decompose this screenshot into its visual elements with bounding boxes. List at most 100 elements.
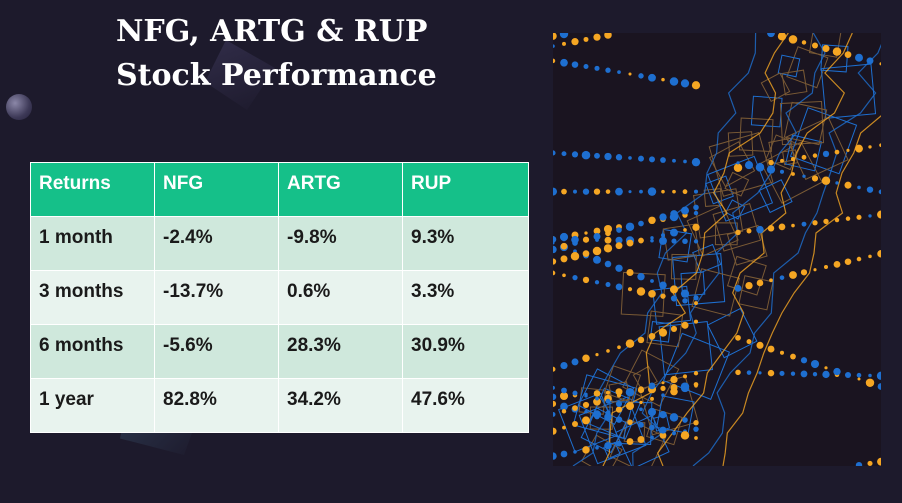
art-dot	[603, 224, 613, 234]
art-dot	[780, 158, 784, 163]
art-dot	[791, 172, 795, 176]
art-dot	[693, 189, 699, 194]
art-dot	[671, 238, 677, 244]
art-dot	[582, 250, 590, 257]
art-square	[785, 116, 849, 181]
art-dot	[856, 256, 862, 262]
art-dot	[560, 58, 568, 67]
art-dot	[811, 175, 819, 182]
title-line-1: NFG, ARTG & RUP	[116, 14, 428, 49]
art-dot	[660, 293, 666, 299]
table-row: 3 months -13.7% 0.6% 3.3%	[30, 270, 529, 325]
artg-cell: 34.2%	[278, 378, 403, 433]
art-dot	[735, 334, 741, 341]
art-dot	[650, 236, 654, 240]
art-dot	[801, 40, 807, 45]
nfg-cell: -13.7%	[154, 270, 279, 325]
art-dot	[867, 460, 873, 466]
art-dot	[572, 274, 578, 281]
art-dot	[822, 150, 830, 158]
art-line	[632, 32, 826, 467]
art-dot	[811, 42, 819, 49]
art-dot	[559, 232, 569, 242]
art-dot	[625, 339, 635, 348]
art-dot	[691, 157, 701, 167]
art-square	[724, 171, 750, 197]
art-square	[670, 253, 697, 280]
art-dot	[855, 461, 863, 469]
art-dot	[560, 242, 568, 250]
art-dot	[549, 393, 557, 401]
art-dot	[735, 369, 741, 376]
art-dot	[594, 280, 600, 285]
art-dot	[788, 35, 798, 44]
art-dot	[604, 441, 612, 450]
art-dot	[595, 396, 599, 401]
art-dot	[593, 390, 601, 397]
art-dot	[779, 169, 785, 174]
art-dot	[550, 58, 556, 64]
art-dot	[812, 372, 818, 377]
art-dot	[844, 181, 852, 189]
art-dot	[670, 325, 678, 333]
art-dot	[778, 223, 786, 231]
art-dot	[638, 422, 644, 428]
art-line	[692, 32, 887, 467]
art-dot	[638, 237, 644, 244]
art-dot	[584, 409, 588, 414]
artg-cell: -9.8%	[278, 216, 403, 271]
artg-cell: 28.3%	[278, 324, 403, 379]
art-dot	[682, 189, 688, 195]
art-dot	[616, 393, 622, 398]
art-dot	[832, 47, 842, 56]
art-dot	[571, 38, 579, 46]
art-dot	[756, 279, 764, 287]
art-dot	[682, 374, 688, 379]
artg-cell: 0.6%	[278, 270, 403, 325]
art-square	[760, 72, 791, 103]
row-label: 6 months	[30, 324, 155, 379]
art-dot	[822, 45, 830, 53]
art-dot	[615, 242, 623, 250]
art-square	[708, 132, 774, 197]
art-dot	[560, 402, 568, 411]
art-dot	[791, 223, 795, 228]
decorative-data-art-image	[548, 24, 902, 477]
art-dot	[572, 390, 578, 396]
art-dot	[823, 218, 829, 225]
art-square	[738, 275, 774, 311]
art-dot	[693, 371, 699, 376]
art-dot	[844, 258, 852, 266]
art-dot	[581, 150, 591, 160]
art-dot	[802, 174, 806, 178]
art-dot	[800, 269, 808, 276]
art-dot	[582, 188, 590, 195]
art-dot	[669, 77, 679, 86]
art-dot	[615, 388, 623, 396]
art-dot	[616, 440, 622, 447]
art-dot	[846, 148, 850, 152]
art-dot	[571, 358, 579, 366]
art-dot	[592, 246, 602, 256]
art-dot	[628, 190, 632, 194]
art-dot	[584, 394, 588, 398]
art-dot	[693, 295, 699, 301]
art-dot	[834, 149, 840, 155]
art-dot	[605, 189, 611, 194]
art-dot	[562, 237, 566, 242]
art-dot	[821, 176, 831, 185]
art-dot	[560, 361, 568, 370]
row-label: 3 months	[30, 270, 155, 325]
art-dot	[877, 383, 885, 390]
art-square	[578, 396, 647, 465]
art-dot	[659, 426, 667, 434]
art-dot	[649, 424, 655, 431]
art-square	[588, 387, 641, 440]
art-dot	[582, 276, 590, 284]
art-dot	[582, 416, 590, 425]
art-dot	[693, 210, 699, 216]
art-square	[649, 320, 672, 343]
art-square	[603, 365, 642, 403]
art-dot	[593, 33, 601, 41]
art-dot	[625, 387, 635, 397]
